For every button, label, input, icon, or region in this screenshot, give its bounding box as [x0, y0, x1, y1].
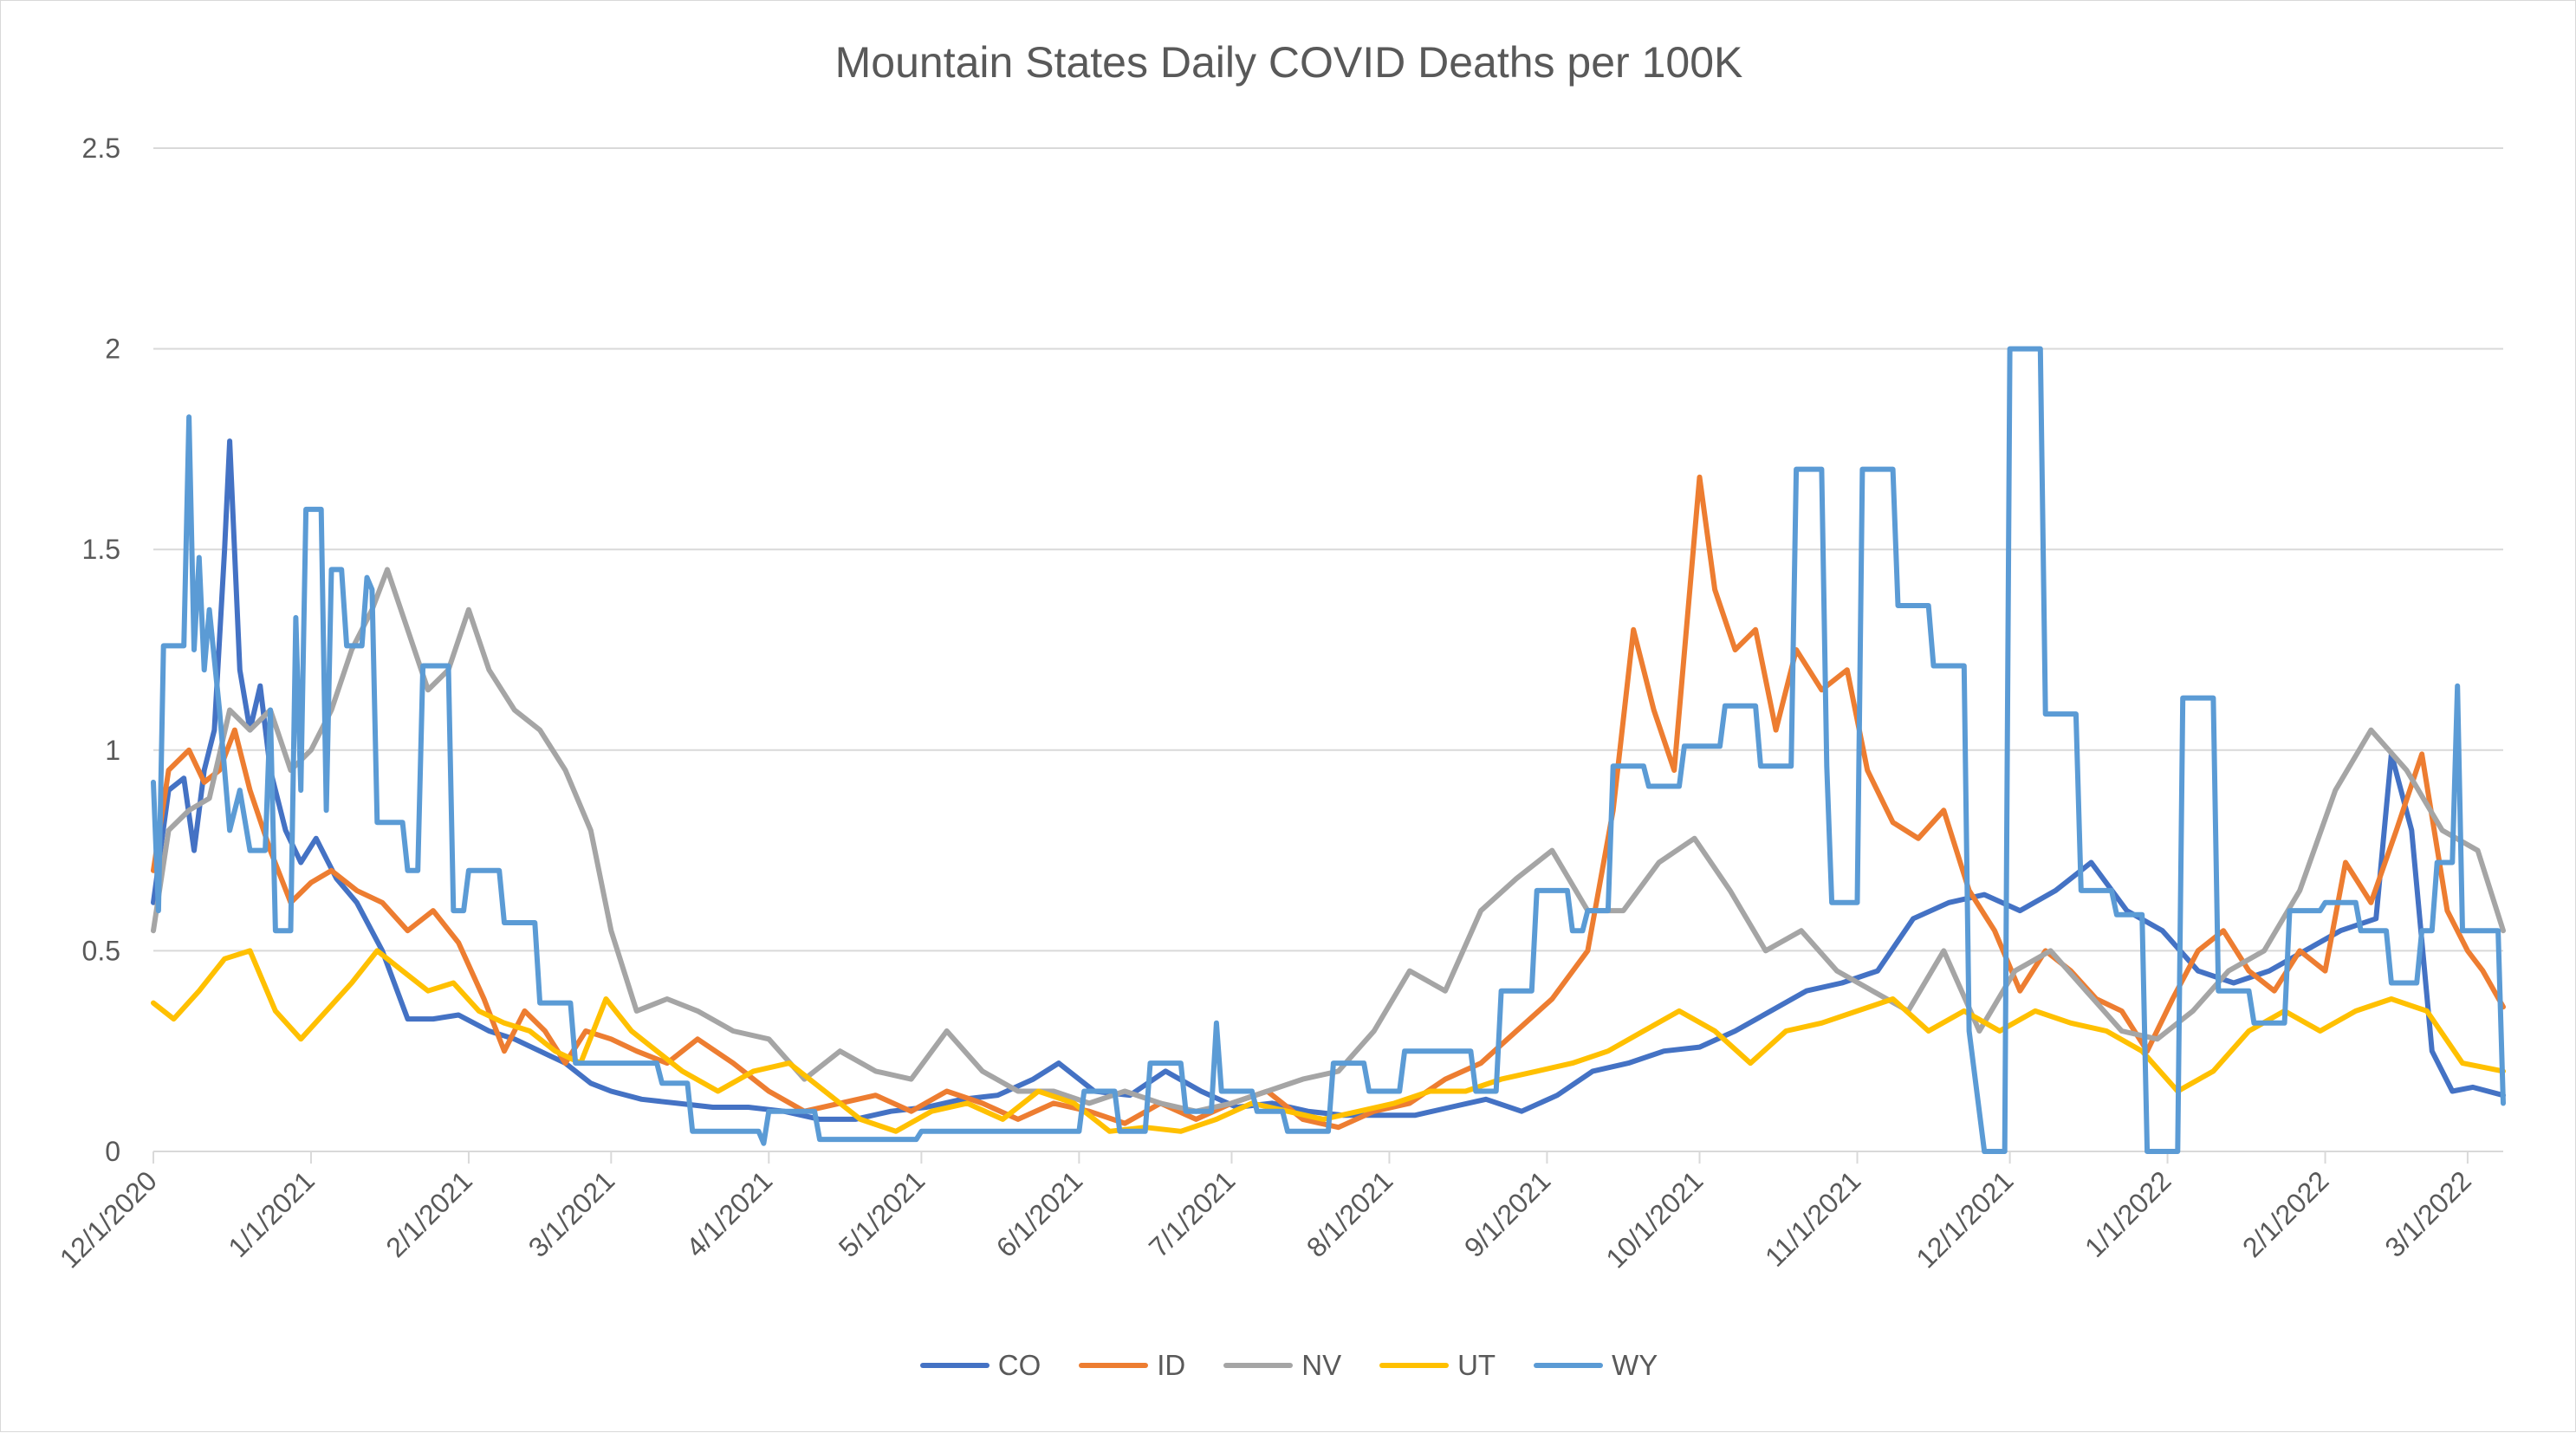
x-tick-label: 11/1/2021 — [1759, 1164, 1866, 1272]
y-tick-label: 2 — [105, 334, 120, 365]
y-tick-label: 1 — [105, 735, 120, 766]
legend-label: ID — [1157, 1349, 1186, 1381]
legend-label: UT — [1457, 1349, 1496, 1381]
y-axis-ticks: 0 0.5 1 1.5 2 2.5 — [82, 133, 120, 1167]
legend-swatch — [1379, 1363, 1450, 1368]
x-tick-label: 3/1/2021 — [522, 1164, 621, 1263]
x-tick-label: 5/1/2021 — [833, 1164, 931, 1263]
legend-label: NV — [1301, 1349, 1342, 1381]
y-tick-label: 1.5 — [82, 534, 120, 565]
x-tick-label: 8/1/2021 — [1301, 1164, 1399, 1263]
series-line-co — [151, 438, 2506, 1122]
y-tick-label: 0 — [105, 1136, 120, 1167]
series-line-nv — [151, 567, 2506, 1114]
legend-swatch — [1534, 1363, 1604, 1368]
x-tick-label: 1/1/2022 — [2079, 1164, 2177, 1263]
legend-swatch — [1223, 1363, 1294, 1368]
legend-label: WY — [1612, 1349, 1658, 1381]
y-tick-label: 2.5 — [82, 133, 120, 164]
legend-item-nv: NV — [1223, 1349, 1341, 1382]
series-lines — [151, 346, 2506, 1154]
legend: CO ID NV UT WY — [1, 1349, 2576, 1382]
chart-title: Mountain States Daily COVID Deaths per 1… — [834, 38, 1743, 87]
legend-item-ut: UT — [1379, 1349, 1496, 1382]
legend-swatch — [1079, 1363, 1149, 1368]
x-tick-label: 10/1/2021 — [1599, 1164, 1709, 1274]
legend-item-id: ID — [1079, 1349, 1185, 1382]
x-tick-label: 7/1/2021 — [1143, 1164, 1242, 1263]
x-tick-label: 4/1/2021 — [680, 1164, 779, 1263]
x-tick-label: 3/1/2022 — [2378, 1164, 2477, 1263]
x-tick-label: 12/1/2021 — [1910, 1164, 2019, 1274]
x-tick-label: 2/1/2021 — [380, 1164, 478, 1263]
x-axis-ticks: 12/1/2020 1/1/2021 2/1/2021 3/1/2021 4/1/202… — [54, 1151, 2477, 1274]
legend-item-wy: WY — [1534, 1349, 1658, 1382]
series-line-ut — [151, 948, 2506, 1134]
gridlines — [153, 147, 2503, 1152]
series-line-id — [151, 474, 2506, 1131]
legend-swatch — [919, 1363, 990, 1368]
legend-label: CO — [997, 1349, 1041, 1381]
x-tick-label: 12/1/2020 — [54, 1164, 163, 1274]
y-tick-label: 0.5 — [82, 935, 120, 966]
x-tick-label: 6/1/2021 — [990, 1164, 1089, 1263]
legend-item-co: CO — [919, 1349, 1041, 1382]
x-tick-label: 2/1/2022 — [2236, 1164, 2335, 1263]
series-line-wy — [151, 346, 2506, 1154]
x-tick-label: 1/1/2021 — [222, 1164, 321, 1263]
x-tick-label: 9/1/2021 — [1458, 1164, 1557, 1263]
